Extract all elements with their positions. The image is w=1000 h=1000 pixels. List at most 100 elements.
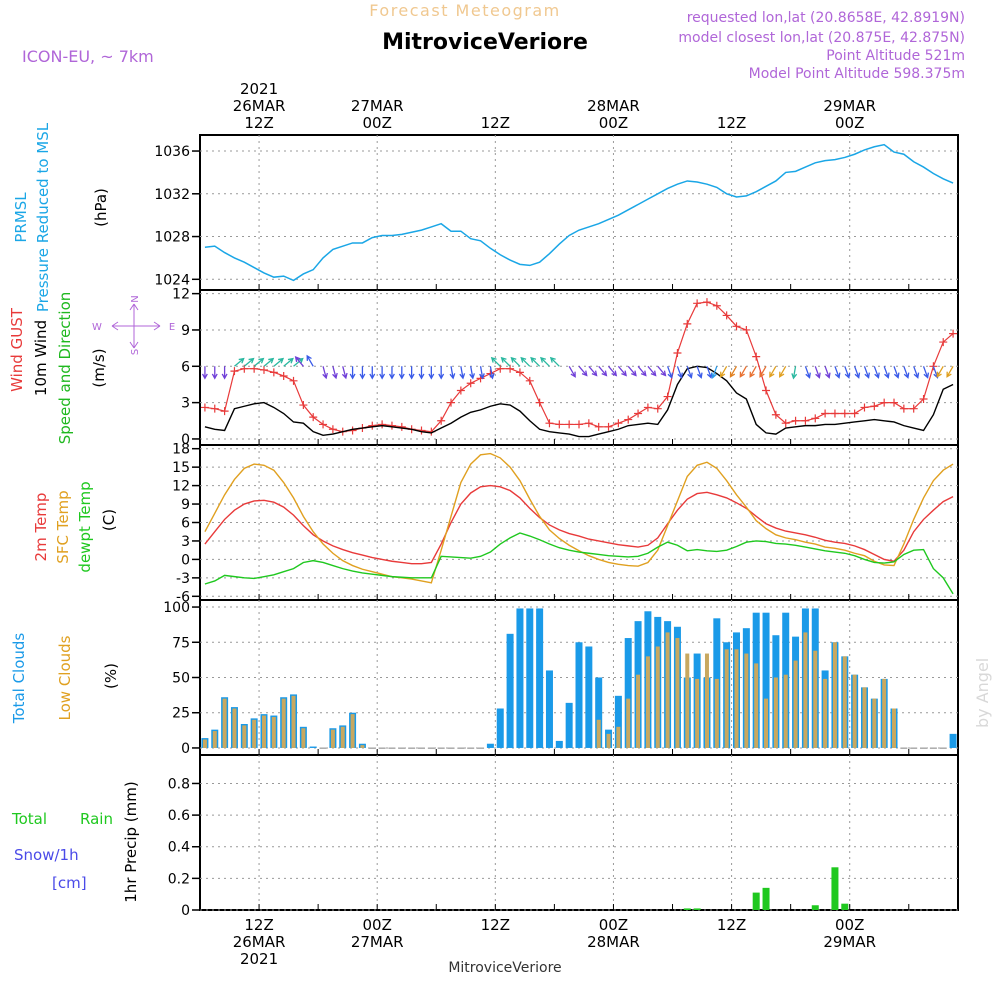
gust-marker (791, 416, 800, 425)
low-cloud-bar (340, 726, 345, 748)
low-cloud-bar (793, 660, 798, 748)
gust-marker (683, 319, 692, 328)
low-cloud-bar (892, 708, 897, 748)
wind-speed-line (204, 365, 954, 438)
y-tick-label: 0.8 (168, 776, 190, 792)
low-cloud-bar (823, 678, 828, 748)
wind-direction-arrow (520, 356, 531, 367)
wind-direction-arrow (322, 366, 328, 380)
low-cloud-bar (852, 674, 857, 748)
low-cloud-bar (813, 650, 818, 748)
wind-direction-arrow (893, 366, 900, 379)
zero-cloud-bar (929, 747, 937, 749)
gust-marker (565, 420, 574, 429)
y-tick-label: 12 (172, 287, 190, 303)
low-clouds-label: Low Clouds (56, 635, 74, 720)
total-cloud-bar (565, 702, 573, 748)
y-tick-label: 3 (181, 396, 190, 412)
gust-marker (220, 407, 229, 416)
wind-direction-arrow (201, 366, 208, 380)
gust-marker (614, 419, 623, 428)
gust-marker (850, 409, 859, 418)
wind-direction-arrow (834, 366, 841, 379)
snow-label: Snow/1h (14, 846, 79, 864)
y-tick-label: 6 (181, 516, 190, 532)
low-cloud-bar (764, 698, 769, 748)
gust-marker (594, 422, 603, 431)
compass-west: W (92, 322, 102, 333)
gust-marker (456, 386, 465, 395)
wind-direction-arrow (253, 357, 265, 367)
wind-direction-arrow (530, 356, 541, 367)
bottom-time-label: 00Z (599, 916, 628, 934)
gust-marker (319, 420, 328, 429)
top-time-label: 12Z (481, 114, 510, 132)
wind-direction-arrow (814, 366, 821, 379)
top-time-label: 12Z (244, 114, 273, 132)
gust-marker (801, 416, 810, 425)
low-cloud-bar (882, 678, 887, 748)
wind-direction-arrow (854, 366, 861, 379)
wind-direction-arrow (588, 365, 598, 377)
y-tick-label: 0.4 (168, 840, 190, 856)
wind-direction-arrow (759, 365, 767, 378)
low-cloud-bar (675, 638, 680, 748)
gust-marker (762, 386, 771, 395)
gust-marker (653, 404, 662, 413)
wind-direction-arrow (568, 365, 576, 378)
wind-direction-arrow (243, 357, 255, 367)
pressure-line (204, 143, 954, 282)
gust-marker (200, 403, 209, 412)
rain-bar (693, 908, 701, 910)
wind-direction-arrow (549, 356, 560, 367)
gust-marker (230, 367, 239, 376)
wind-unit-label: (m/s) (90, 348, 108, 387)
wind-direction-arrow (578, 365, 588, 377)
y-tick-label: 15 (172, 460, 190, 476)
gust-marker (939, 338, 948, 347)
gust-marker (949, 329, 958, 338)
top-time-label: 2021 (240, 80, 278, 98)
gust-marker (535, 398, 544, 407)
point-altitude: Point Altitude 521m (826, 48, 965, 64)
gust-marker (693, 299, 702, 308)
low-cloud-bar (626, 698, 631, 748)
rain-bar (752, 892, 760, 910)
total-cloud-bar (526, 608, 534, 748)
gust-marker (712, 301, 721, 310)
gust-marker (870, 402, 879, 411)
y-tick-label: 12 (172, 479, 190, 495)
wind-direction-arrow (283, 357, 294, 367)
wind-direction-arrow (388, 366, 395, 380)
wind-direction-arrow (540, 356, 550, 367)
gust-marker (259, 365, 268, 374)
wind-direction-arrow (844, 366, 851, 379)
wind-direction-arrow (369, 366, 376, 380)
wind-direction-arrow (936, 365, 944, 378)
low-cloud-bar (271, 716, 276, 748)
gust-marker (781, 419, 790, 428)
bottom-time-label: 28MAR (587, 933, 640, 951)
low-cloud-bar (744, 653, 749, 748)
gust-marker (830, 409, 839, 418)
gust-marker (447, 398, 456, 407)
total-cloud-bar (496, 708, 504, 748)
gust-marker (811, 414, 820, 423)
wind-direction-arrow (438, 366, 445, 380)
low-cloud-bar (616, 726, 621, 748)
closest-coords: model closest lon,lat (20.875E, 42.875N) (678, 30, 965, 46)
zero-cloud-bar (437, 747, 445, 749)
low-cloud-bar (202, 739, 207, 748)
low-cloud-bar (842, 656, 847, 748)
low-cloud-bar (606, 733, 611, 748)
wind-direction-arrow (273, 357, 285, 367)
gust-marker (328, 425, 337, 434)
gust-marker (555, 420, 564, 429)
low-cloud-bar (645, 656, 650, 748)
gust-marker (368, 421, 377, 430)
low-cloud-bar (281, 698, 286, 748)
top-time-label: 26MAR (233, 97, 286, 115)
wind-direction-arrow (647, 365, 657, 377)
zero-cloud-bar (900, 747, 908, 749)
gust-marker (909, 404, 918, 413)
